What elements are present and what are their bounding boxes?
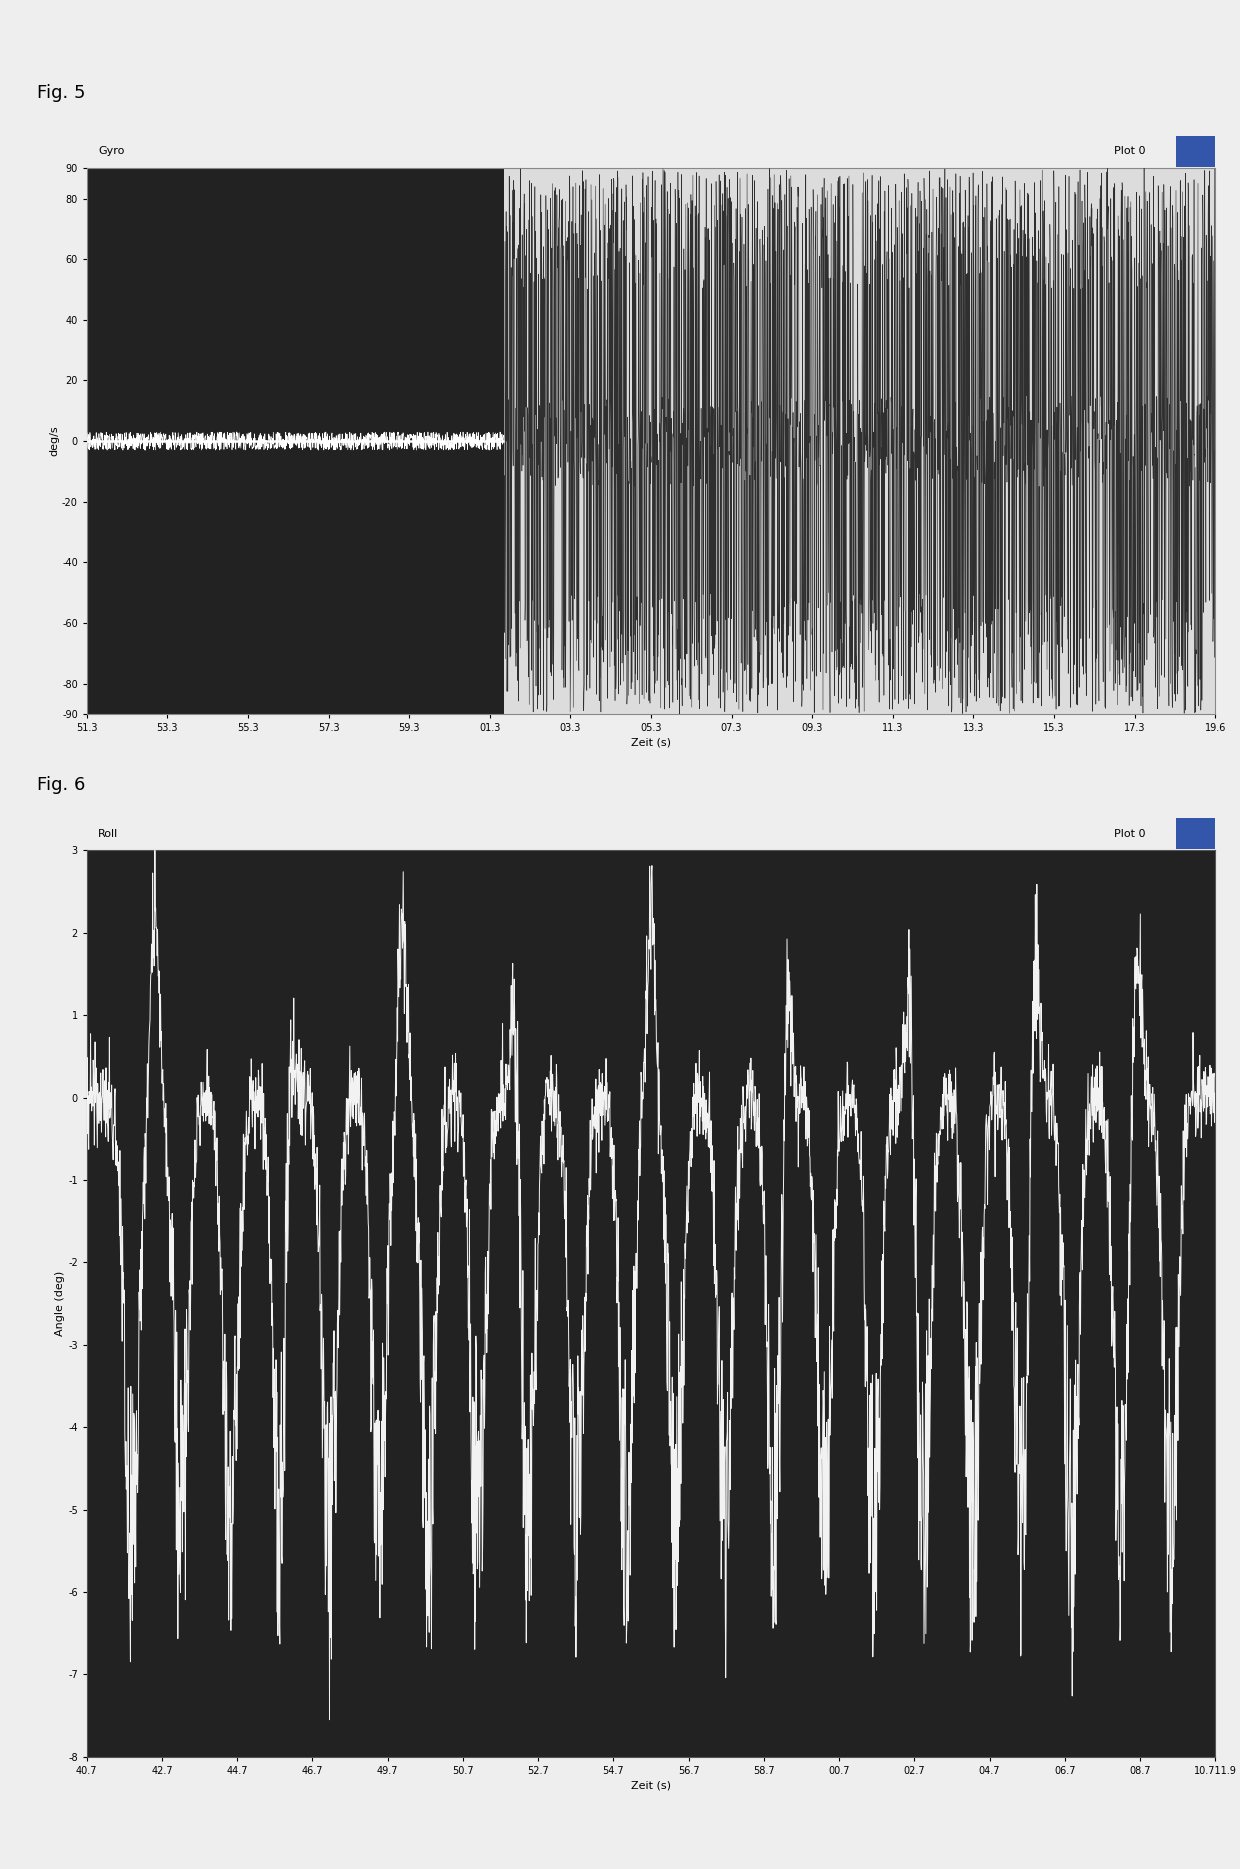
X-axis label: Zeit (s): Zeit (s) bbox=[631, 736, 671, 748]
Bar bbox=[87, 168, 505, 714]
Text: Fig. 6: Fig. 6 bbox=[37, 776, 86, 794]
Y-axis label: deg/s: deg/s bbox=[50, 426, 60, 456]
Y-axis label: Angle (deg): Angle (deg) bbox=[56, 1271, 66, 1336]
X-axis label: Zeit (s): Zeit (s) bbox=[631, 1779, 671, 1791]
Text: Gyro: Gyro bbox=[98, 146, 124, 157]
Bar bbox=[1176, 136, 1215, 166]
Text: Roll: Roll bbox=[98, 828, 118, 839]
Bar bbox=[1176, 819, 1215, 849]
Text: Plot 0: Plot 0 bbox=[1114, 146, 1146, 157]
Text: Plot 0: Plot 0 bbox=[1114, 828, 1146, 839]
Text: Fig. 5: Fig. 5 bbox=[37, 84, 86, 103]
